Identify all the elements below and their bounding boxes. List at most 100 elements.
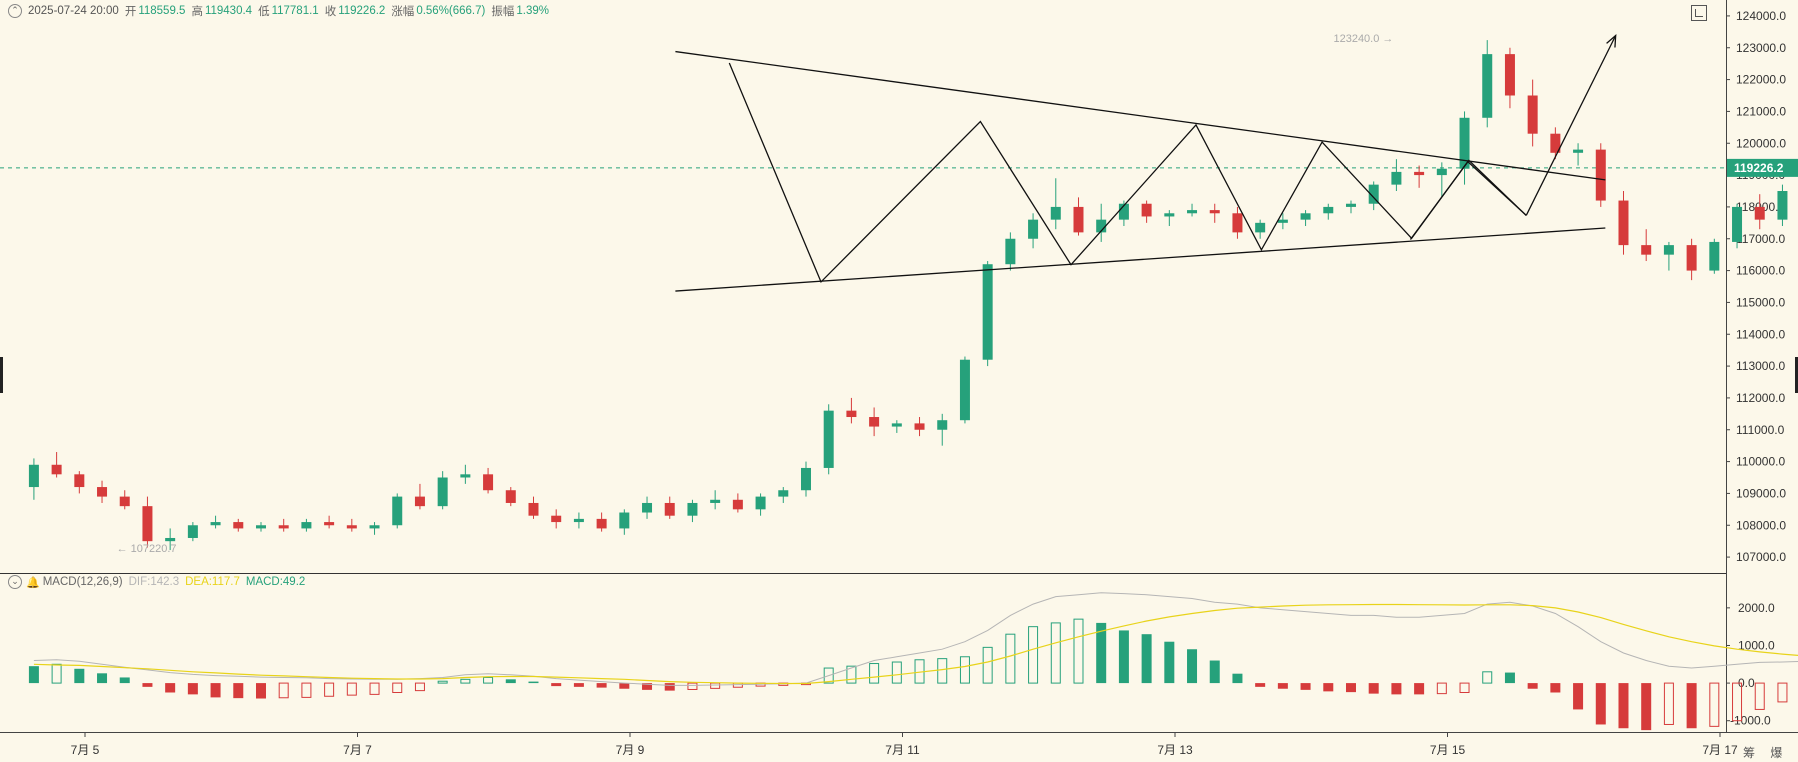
macd-histogram-bar [28, 666, 39, 684]
candle-body [664, 502, 675, 516]
macd-histogram-bar [165, 683, 176, 693]
candle-body [187, 525, 198, 538]
candle-body [778, 490, 789, 497]
chevron-up-icon[interactable]: ⌃ [8, 4, 22, 18]
candle-body [1118, 203, 1129, 220]
change-value: 0.56%(666.7) [416, 5, 486, 17]
macd-histogram-bar [437, 680, 448, 684]
open-value: 118559.5 [138, 5, 186, 17]
price-tick-label: 109000.0 [1736, 486, 1786, 500]
candle-body [596, 518, 607, 529]
price-tick-label: 113000.0 [1736, 359, 1785, 373]
candle-body [233, 522, 244, 529]
candle-body [346, 525, 357, 529]
macd-histogram-bar [1504, 672, 1515, 684]
candle-body [573, 518, 584, 523]
triangle-upper-trendline [675, 50, 1606, 181]
price-tick-label: 121000.0 [1736, 104, 1786, 118]
macd-header: ⌄ 🔔 MACD(12,26,9) DIF:142.3 DEA:117.7 MA… [8, 575, 305, 589]
maximize-icon[interactable] [1691, 5, 1707, 21]
ohlc-header: ⌃ 2025-07-24 20:00 开 118559.5 高 119430.4 低… [8, 3, 549, 19]
header-datetime: 2025-07-24 20:00 [28, 5, 119, 17]
price-tick-label: 117000.0 [1736, 232, 1785, 246]
time-tick-label: 7月 13 [1157, 743, 1193, 757]
macd-tick-label: -1000.0 [1730, 714, 1771, 728]
macd-histogram-bar [1754, 682, 1765, 710]
macd-tick-label: 2000.0 [1738, 601, 1775, 615]
time-tick-label: 7月 5 [71, 743, 100, 757]
macd-histogram-bar [642, 683, 653, 690]
candle-body [823, 410, 834, 468]
candle-body [732, 499, 743, 510]
candle-body [982, 264, 993, 360]
macd-histogram-bar [369, 682, 380, 695]
candle-body [869, 417, 880, 427]
macd-histogram-bar [1096, 622, 1107, 684]
candle-body [1482, 54, 1493, 118]
low-value: 117781.1 [271, 5, 319, 17]
candle-body [1777, 191, 1788, 220]
corner-label[interactable]: 筹 爆 [1743, 746, 1789, 760]
triangle-lower-trendline [675, 227, 1606, 292]
candle-body [959, 359, 970, 421]
macd-histogram-bar [1663, 682, 1674, 725]
time-tick-label: 7月 11 [885, 743, 920, 757]
candle-body [1028, 219, 1039, 239]
candle-body [1323, 206, 1334, 214]
candle-body [710, 499, 721, 503]
candle-body [392, 496, 403, 526]
macd-histogram-bar [1777, 682, 1788, 703]
macd-histogram-bar [1277, 683, 1288, 689]
macd-histogram-bar [142, 683, 153, 687]
price-tick-label: 124000.0 [1736, 9, 1786, 23]
macd-histogram-bar [1732, 682, 1743, 722]
time-tick-label: 7月 17 [1702, 743, 1738, 757]
candle-body [619, 512, 630, 529]
candle-body [505, 490, 516, 503]
candle-body [1459, 117, 1470, 169]
left-edge-handle[interactable] [0, 357, 3, 393]
macd-histogram-bar [278, 682, 289, 699]
current-price-tag [1727, 158, 1798, 177]
macd-histogram-bar [255, 683, 266, 699]
candle-body [1277, 219, 1288, 223]
macd-histogram-bar [846, 665, 857, 684]
macd-histogram-bar [528, 681, 539, 684]
candle-body [528, 502, 539, 516]
macd-histogram-bar [1209, 660, 1220, 684]
candle-body [846, 410, 857, 418]
candle-body [278, 525, 289, 529]
candle-body [1504, 54, 1515, 96]
price-tick-label: 115000.0 [1736, 295, 1785, 309]
chevron-down-icon[interactable]: ⌄ [8, 575, 22, 589]
candle-body [1709, 241, 1720, 271]
right-edge-handle[interactable] [1795, 357, 1798, 393]
candle-body [551, 515, 562, 523]
macd-dif: DIF:142.3 [128, 576, 180, 588]
macd-histogram-bar [1550, 683, 1561, 693]
time-tick-label: 7月 9 [616, 743, 645, 757]
bell-icon[interactable]: 🔔 [26, 576, 40, 589]
macd-histogram-bar [1050, 622, 1061, 684]
candle-body [483, 474, 494, 491]
macd-histogram-bar [1709, 682, 1720, 727]
macd-histogram-bar [1595, 683, 1606, 725]
macd-histogram-bar [1436, 682, 1447, 695]
macd-tick-label: 0.0 [1738, 676, 1755, 690]
macd-histogram-bar [710, 682, 721, 689]
macd-histogram-bar [1686, 683, 1697, 729]
macd-histogram-bar [187, 683, 198, 695]
macd-dea: DEA:117.7 [185, 576, 240, 588]
low-label: 低 [258, 6, 270, 18]
high-value: 119430.4 [204, 5, 253, 17]
macd-histogram-bar [869, 663, 880, 684]
open-label: 开 [124, 6, 137, 18]
time-tick-label: 7月 7 [343, 743, 372, 757]
candle-body [460, 474, 471, 478]
macd-histogram-bar [1028, 626, 1039, 684]
macd-histogram-bar [119, 677, 130, 684]
macd-histogram-bar [664, 683, 675, 691]
macd-histogram-bar [460, 678, 471, 684]
candle-body [1595, 149, 1606, 201]
